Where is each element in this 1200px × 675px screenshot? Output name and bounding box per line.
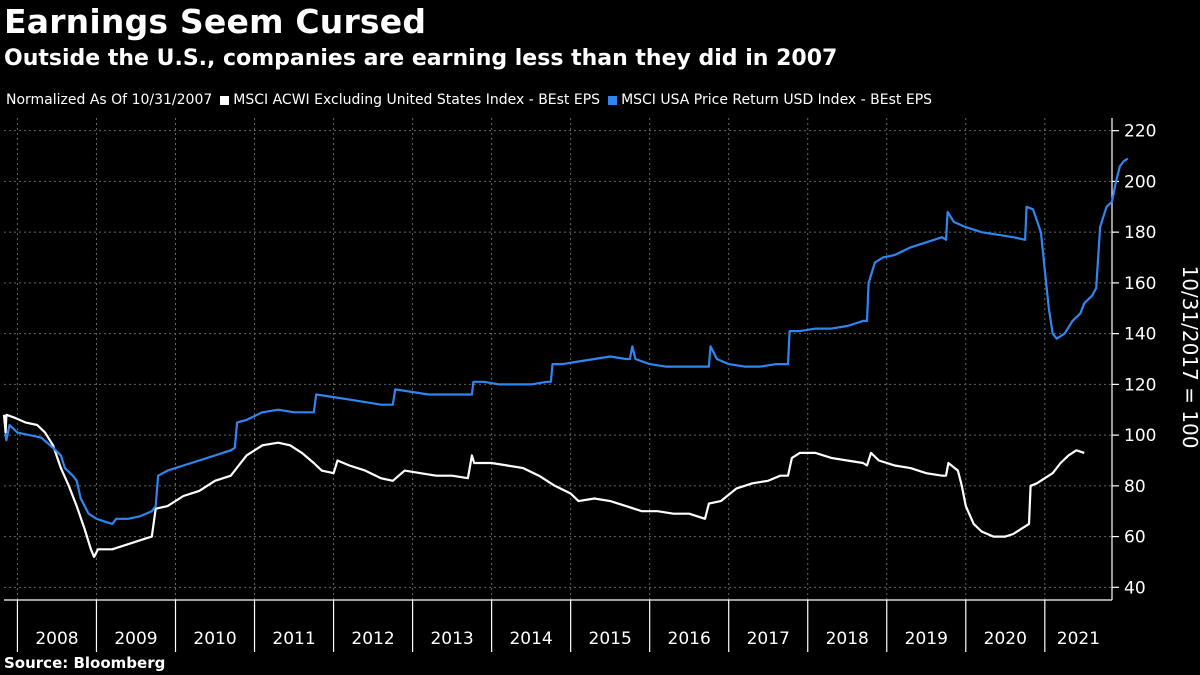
y-tick-label: 160 [1124, 274, 1156, 294]
legend-label-normalization: Normalized As Of 10/31/2007 [6, 92, 213, 108]
x-tick-label: 2012 [351, 629, 394, 649]
x-tick-label: 2020 [984, 629, 1027, 649]
legend-swatch-usa [608, 95, 618, 105]
x-tick-label: 2013 [430, 629, 473, 649]
legend-item-acwi-ex-us: MSCI ACWI Excluding United States Index … [220, 92, 600, 108]
x-tick-label: 2011 [272, 629, 315, 649]
y-tick-label: 140 [1124, 325, 1156, 345]
x-tick-label: 2009 [114, 629, 157, 649]
x-tick-label: 2018 [826, 629, 869, 649]
x-tick-label: 2019 [905, 629, 948, 649]
y-tick-label: 120 [1124, 375, 1156, 395]
x-tick-label: 2017 [747, 629, 790, 649]
x-tick-label: 2014 [509, 629, 552, 649]
y-tick-label: 220 [1124, 122, 1156, 142]
y-tick-label: 40 [1124, 578, 1146, 598]
y-tick-label: 60 [1124, 528, 1146, 548]
chart-title: Earnings Seem Cursed [4, 2, 427, 41]
series-line-usa [4, 157, 1129, 525]
legend-swatch-acwi-ex-us [220, 95, 230, 105]
series-line-acwi-ex-us [2, 413, 1085, 558]
legend-label-acwi-ex-us: MSCI ACWI Excluding United States Index … [233, 92, 601, 108]
source-note: Source: Bloomberg [4, 654, 166, 672]
y-tick-label: 100 [1124, 426, 1156, 446]
legend-label-usa: MSCI USA Price Return USD Index - BEst E… [621, 92, 933, 108]
y-axis-label: 10/31/2017 = 100 [1178, 266, 1200, 449]
legend: Normalized As Of 10/31/2007 MSCI ACWI Ex… [6, 92, 932, 108]
x-tick-label: 2010 [193, 629, 236, 649]
chart-subtitle: Outside the U.S., companies are earning … [4, 46, 838, 71]
y-tick-label: 200 [1124, 172, 1156, 192]
y-tick-label: 80 [1124, 477, 1146, 497]
legend-item-usa: MSCI USA Price Return USD Index - BEst E… [608, 92, 932, 108]
x-tick-label: 2016 [668, 629, 711, 649]
x-tick-label: 2015 [589, 629, 632, 649]
y-tick-label: 180 [1124, 223, 1156, 243]
legend-normalization-note: Normalized As Of 10/31/2007 [6, 92, 212, 108]
x-tick-label: 2008 [35, 629, 78, 649]
x-tick-label: 2021 [1057, 629, 1100, 649]
